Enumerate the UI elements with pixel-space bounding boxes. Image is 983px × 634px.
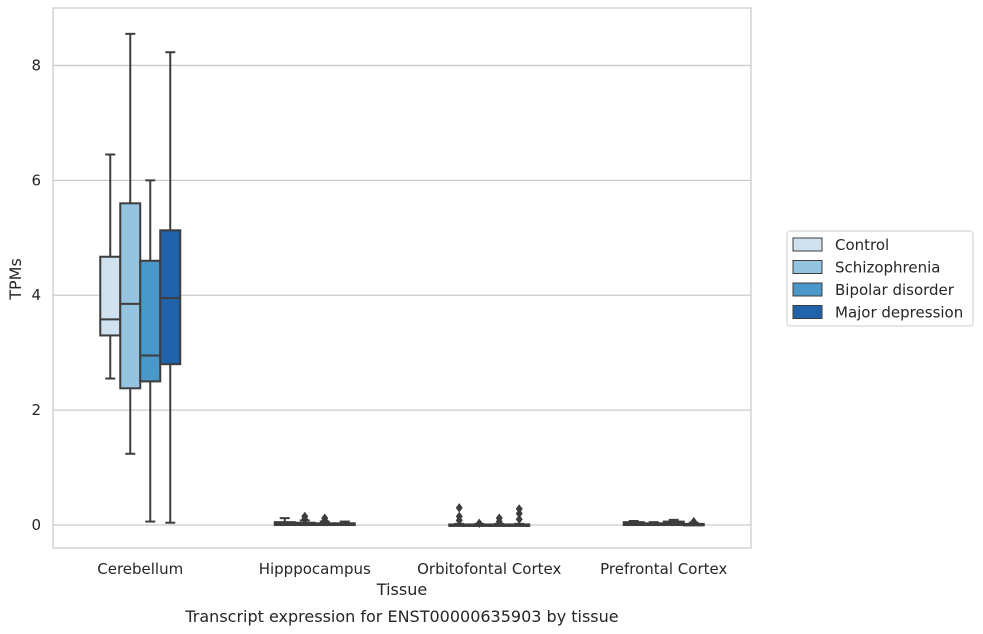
y-tick-label: 0 [31, 516, 41, 534]
legend-label: Bipolar disorder [835, 281, 955, 299]
y-axis-ticks: 0 2 4 6 8 [31, 56, 41, 534]
plot-frame [52, 7, 752, 549]
legend-swatch [792, 305, 823, 319]
outlier-point [455, 511, 463, 522]
outlier-point [495, 513, 503, 523]
series-schizophrenia [119, 32, 665, 528]
boxes [99, 32, 705, 528]
box [119, 202, 142, 390]
x-tick-label: Hipppocampus [259, 560, 371, 578]
box [99, 255, 122, 337]
y-tick-label: 2 [31, 401, 41, 419]
outlier-point [301, 511, 309, 522]
outlier-point [475, 518, 483, 528]
series-major-depression [159, 51, 705, 527]
legend-label: Schizophrenia [835, 259, 940, 277]
x-axis-label: Tissue [376, 580, 427, 599]
y-tick-label: 6 [31, 171, 41, 189]
series-control [99, 153, 645, 527]
legend-label: Control [835, 236, 889, 254]
x-tick-label: Orbitofontal Cortex [417, 560, 561, 578]
legend-swatch [792, 237, 823, 252]
outlier-point [455, 503, 463, 513]
legend: Control Schizophrenia Bipolar disorder Majo… [786, 230, 974, 327]
outlier-point [515, 504, 523, 514]
outlier-point [690, 516, 698, 527]
chart-caption: Transcript expression for ENST0000063590… [184, 607, 618, 626]
y-tick-label: 8 [31, 56, 41, 74]
series-bipolar-disorder [139, 179, 685, 527]
legend-label: Major depression [835, 304, 963, 322]
x-axis-ticks: Cerebellum Hipppocampus Orbitofontal Corte… [97, 560, 727, 578]
x-tick-label: Prefrontal Cortex [600, 560, 727, 578]
outlier-point [515, 514, 523, 524]
box [139, 259, 162, 383]
outlier-point [321, 513, 329, 523]
legend-swatch [792, 260, 823, 274]
y-axis-label: TPMs [6, 258, 25, 301]
legend-swatch [792, 282, 823, 297]
x-tick-label: Cerebellum [97, 560, 183, 578]
y-tick-label: 4 [31, 286, 41, 304]
legend-frame [786, 230, 974, 327]
